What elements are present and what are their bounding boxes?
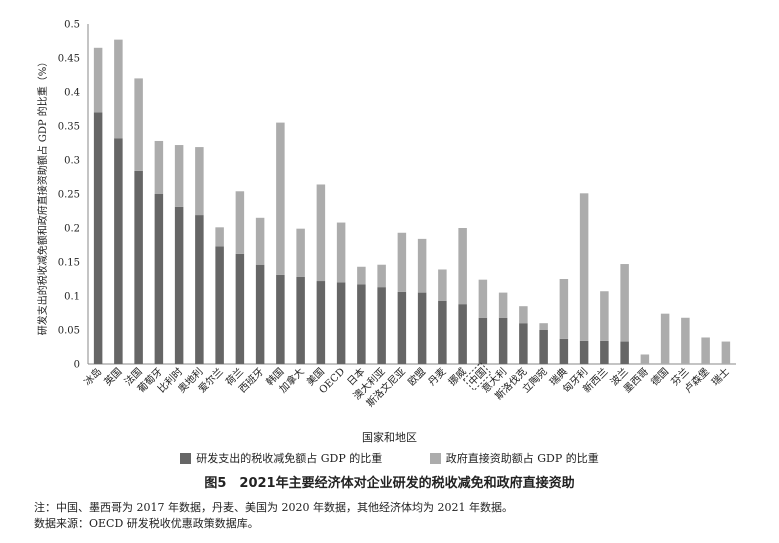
bar-direct-24: [579, 193, 589, 341]
bar-direct-3: [154, 140, 164, 194]
bar-tax-1: [114, 138, 123, 364]
x-tick-label: 欧盟: [406, 366, 429, 389]
y-tick-label: 0.35: [58, 122, 80, 133]
bar-tax-2: [134, 170, 143, 364]
legend-label-tax: 研发支出的税收减免额占 GDP 的比重: [196, 452, 383, 465]
y-tick-label: 0.25: [58, 190, 80, 201]
x-tick-label: 丹麦: [426, 366, 449, 389]
bar-direct-14: [377, 264, 386, 288]
bar-direct-10: [296, 228, 305, 277]
y-tick-label: 0.45: [58, 54, 80, 65]
y-tick-label: 0.2: [64, 224, 80, 235]
highlight-box: [462, 362, 492, 392]
bar-direct-4: [174, 145, 184, 207]
bar-direct-26: [620, 264, 629, 342]
bar-tax-19: [478, 317, 488, 364]
bar-direct-22: [539, 323, 548, 330]
bar-tax-18: [458, 304, 467, 364]
bar-tax-26: [620, 341, 629, 364]
bars: [93, 39, 731, 365]
bar-tax-16: [417, 292, 427, 364]
bar-direct-19: [478, 279, 488, 318]
y-tick-label: 0.3: [64, 156, 80, 167]
legend-label-direct: 政府直接资助额占 GDP 的比重: [445, 452, 599, 465]
bar-direct-27: [640, 354, 650, 364]
bar-direct-25: [600, 291, 609, 341]
bar-tax-17: [438, 300, 447, 364]
bar-tax-20: [498, 317, 508, 364]
bar-direct-8: [255, 217, 265, 265]
x-tick-label: 德国: [648, 365, 671, 388]
bar-direct-1: [114, 39, 123, 139]
legend-swatch-direct: [429, 452, 441, 464]
legend: 研发支出的税收减免额占 GDP 的比重 政府直接资助额占 GDP 的比重: [0, 450, 779, 467]
bar-tax-10: [296, 276, 305, 364]
bar-tax-24: [579, 340, 589, 364]
figure-title: 图5 2021年主要经济体对企业研发的税收减免和政府直接资助: [204, 476, 575, 491]
bar-direct-30: [701, 337, 710, 364]
bar-direct-21: [519, 306, 528, 324]
bar-tax-5: [195, 215, 204, 364]
bar-tax-4: [174, 206, 184, 364]
bar-direct-11: [316, 184, 326, 282]
bar-direct-5: [195, 147, 204, 216]
y-tick-label: 0.05: [58, 326, 80, 337]
x-tick-label: 冰岛: [81, 365, 104, 388]
x-tick-label: 挪威: [445, 365, 468, 388]
bar-direct-6: [215, 227, 224, 247]
bar-tax-25: [600, 340, 609, 364]
bar-direct-17: [438, 269, 447, 301]
y-axis-label: 研发支出的税收减免额和政府直接资助额占 GDP 的比重（%）: [36, 57, 49, 336]
y-tick-label: 0.15: [58, 258, 80, 269]
bar-tax-11: [316, 281, 326, 364]
bar-tax-22: [539, 330, 548, 364]
legend-item-tax: 研发支出的税收减免额占 GDP 的比重: [180, 450, 382, 466]
bar-direct-31: [721, 341, 731, 364]
bar-tax-9: [276, 274, 285, 364]
bar-tax-14: [377, 287, 386, 364]
y-tick-label: 0.5: [64, 20, 80, 31]
legend-swatch-tax: [180, 452, 192, 464]
bar-direct-12: [336, 222, 346, 283]
bar-direct-23: [559, 279, 569, 339]
y-tick-label: 0.1: [64, 292, 80, 303]
y-tick-label: 0: [74, 360, 80, 371]
bar-direct-18: [458, 228, 467, 305]
bar-direct-9: [276, 122, 285, 275]
data-source-note: 数据来源：OECD 研发税收优惠政策数据库。: [34, 517, 259, 530]
bar-direct-15: [397, 232, 407, 292]
bar-tax-7: [235, 253, 245, 364]
bar-tax-15: [397, 291, 407, 364]
bar-direct-2: [134, 78, 143, 171]
bar-tax-0: [93, 112, 103, 365]
legend-item-direct: 政府直接资助额占 GDP 的比重: [429, 450, 599, 466]
figure-note: 注：中国、墨西哥为 2017 年数据，丹麦、美国为 2020 年数据，其他经济体…: [34, 501, 513, 514]
x-tick-label: 瑞士: [709, 365, 732, 388]
y-tick-label: 0.4: [64, 88, 80, 99]
bar-tax-3: [154, 194, 164, 364]
bar-direct-29: [681, 317, 690, 364]
bar-tax-21: [519, 323, 528, 364]
bar-tax-12: [336, 282, 346, 364]
bar-direct-0: [93, 47, 103, 113]
bar-direct-13: [357, 266, 366, 285]
bar-direct-16: [417, 238, 427, 293]
x-tick-label: 英国: [101, 365, 124, 388]
bar-direct-28: [660, 313, 670, 364]
x-axis-labels: 冰岛英国法国葡萄牙比利时奥地利爱尔兰荷兰西班牙韩国加拿大美国OECD日本澳大利亚…: [81, 362, 732, 409]
bar-direct-7: [235, 191, 245, 254]
bar-tax-23: [559, 338, 569, 364]
bar-tax-8: [255, 264, 265, 364]
bar-tax-6: [215, 246, 224, 364]
bar-direct-20: [498, 292, 508, 318]
bar-tax-13: [357, 284, 366, 364]
x-axis-label: 国家和地区: [362, 431, 417, 444]
